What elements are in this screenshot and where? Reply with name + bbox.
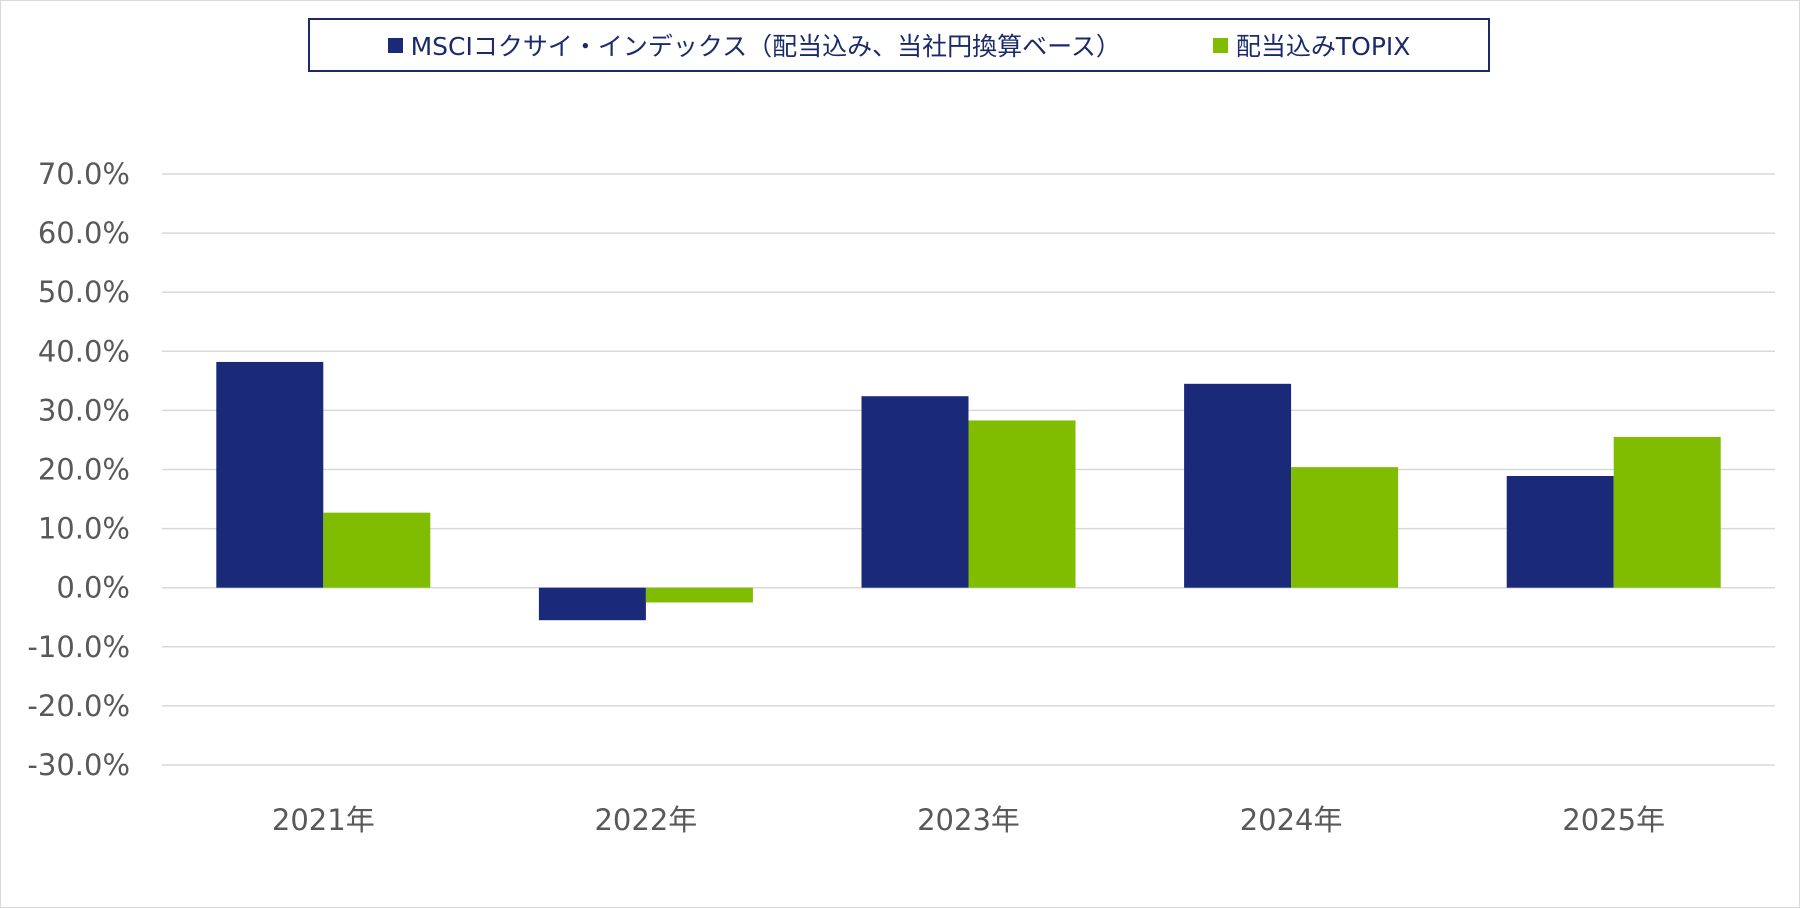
- bar-msci-2: [861, 396, 969, 588]
- x-tick-label: 2022年: [594, 803, 697, 837]
- y-tick-label: -20.0%: [27, 689, 130, 723]
- y-tick-label: 70.0%: [38, 157, 130, 191]
- bar-topix-4: [1613, 436, 1721, 588]
- y-tick-label: 60.0%: [38, 216, 130, 250]
- y-tick-label: -30.0%: [27, 748, 130, 782]
- bar-msci-1: [538, 587, 646, 621]
- x-tick-label: 2021年: [272, 803, 375, 837]
- legend-item-topix: 配当込みTOPIX: [1212, 27, 1411, 63]
- legend-label-msci: MSCIコクサイ・インデックス（配当込み、当社円換算ベース）: [410, 32, 1121, 61]
- bar-msci-3: [1184, 383, 1292, 588]
- x-tick-label: 2024年: [1240, 803, 1343, 837]
- y-tick-label: 0.0%: [56, 571, 130, 605]
- y-tick-label: 50.0%: [38, 275, 130, 309]
- y-tick-label: -10.0%: [27, 630, 130, 664]
- legend-item-msci: MSCIコクサイ・インデックス（配当込み、当社円換算ベース）: [387, 27, 1121, 63]
- bar-msci-0: [216, 361, 324, 588]
- bar-topix-3: [1291, 467, 1399, 588]
- y-tick-label: 40.0%: [38, 334, 130, 368]
- bar-topix-0: [323, 512, 431, 588]
- legend-swatch-msci: [387, 37, 403, 53]
- x-tick-label: 2023年: [917, 803, 1020, 837]
- legend-swatch-topix: [1212, 37, 1228, 53]
- y-tick-label: 30.0%: [38, 393, 130, 427]
- y-tick-label: 20.0%: [38, 453, 130, 487]
- chart-legend: MSCIコクサイ・インデックス（配当込み、当社円換算ベース） 配当込みTOPIX: [308, 18, 1490, 72]
- y-tick-label: 10.0%: [38, 512, 130, 546]
- bar-topix-1: [645, 587, 753, 603]
- bar-msci-4: [1506, 476, 1614, 588]
- bar-topix-2: [968, 420, 1076, 588]
- x-tick-label: 2025年: [1562, 803, 1665, 837]
- legend-label-topix: 配当込みTOPIX: [1235, 32, 1411, 61]
